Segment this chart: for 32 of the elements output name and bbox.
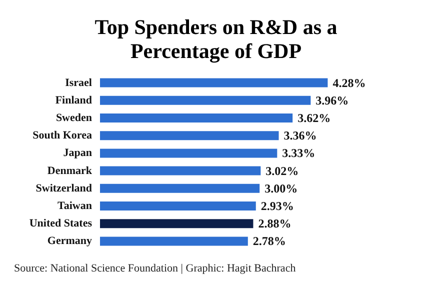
data-label: 3.36% xyxy=(284,128,317,143)
y-tick-label: Israel xyxy=(65,76,92,89)
data-label: 3.62% xyxy=(298,111,331,125)
y-tick-label: Sweden xyxy=(56,112,92,124)
y-tick-label: Germany xyxy=(47,235,92,248)
bar xyxy=(100,96,311,105)
bar xyxy=(100,202,256,210)
data-label: 4.28% xyxy=(332,76,366,90)
y-tick-label: Denmark xyxy=(47,164,93,177)
bar xyxy=(100,114,293,122)
bar xyxy=(100,131,279,140)
source-note: Source: National Science Foundation | Graphic: Hagit Bachrach xyxy=(14,262,296,274)
y-tick-label: Switzerland xyxy=(36,182,92,194)
data-label: 3.02% xyxy=(266,164,299,178)
y-tick-label: South Korea xyxy=(32,130,92,142)
bar xyxy=(100,184,260,193)
bar xyxy=(100,78,328,88)
bar xyxy=(100,166,261,176)
data-label: 2.93% xyxy=(260,199,294,213)
data-label: 3.00% xyxy=(264,181,298,196)
data-label: 3.33% xyxy=(282,146,316,160)
bar xyxy=(100,236,248,246)
data-label: 2.88% xyxy=(258,216,292,231)
chart-title: Top Spenders on R&D as a Percentage of GDP xyxy=(94,15,338,63)
y-tick-label: Japan xyxy=(63,147,92,160)
y-tick-label: Taiwan xyxy=(58,200,92,212)
bar xyxy=(100,219,254,228)
y-tick-label: United States xyxy=(29,218,93,230)
y-tick-label: Finland xyxy=(55,94,92,106)
data-label: 3.96% xyxy=(316,93,349,108)
bar xyxy=(100,148,278,158)
data-label: 2.78% xyxy=(252,234,286,248)
